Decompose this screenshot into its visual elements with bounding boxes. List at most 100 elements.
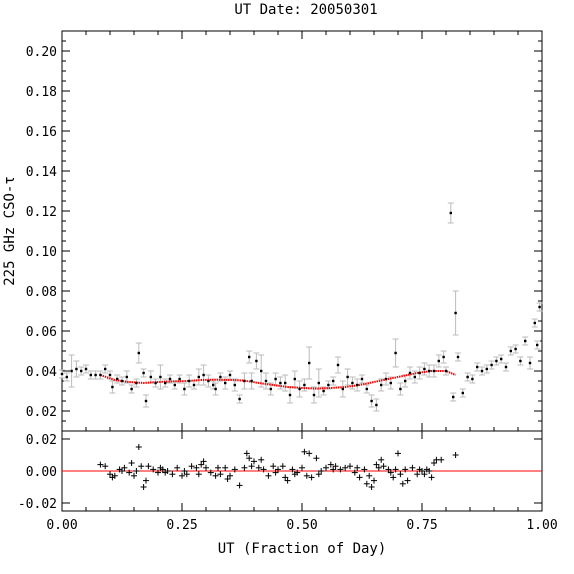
data-point bbox=[509, 349, 512, 353]
resid-y-tick-label: -0.02 bbox=[18, 497, 57, 512]
residual-points bbox=[62, 444, 542, 490]
residual-point bbox=[217, 471, 224, 478]
residual-point bbox=[395, 450, 401, 457]
data-point bbox=[380, 383, 383, 387]
data-point bbox=[449, 211, 452, 215]
residual-point bbox=[198, 461, 205, 468]
x-tick-label: 0.75 bbox=[406, 518, 437, 533]
y-tick-label: 0.14 bbox=[26, 165, 57, 180]
y-tick-label: 0.04 bbox=[26, 365, 57, 380]
residual-point bbox=[387, 469, 394, 476]
residual-point bbox=[203, 464, 209, 471]
data-point bbox=[248, 355, 251, 359]
data-point bbox=[260, 369, 263, 373]
data-point bbox=[519, 359, 522, 363]
data-point bbox=[444, 369, 448, 373]
x-axis: 0.00 0.25 0.50 0.75 1.00 bbox=[46, 31, 558, 533]
data-point bbox=[137, 351, 140, 355]
data-point bbox=[384, 377, 388, 381]
residual-point bbox=[366, 472, 373, 479]
data-point bbox=[65, 375, 68, 379]
residual-point bbox=[143, 477, 149, 484]
residual-point bbox=[426, 468, 433, 474]
data-point bbox=[135, 381, 138, 385]
data-point bbox=[250, 379, 253, 383]
residual-point bbox=[248, 463, 255, 470]
residual-point bbox=[347, 463, 353, 470]
fit-curve bbox=[100, 370, 456, 390]
residual-point bbox=[231, 466, 238, 473]
y-tick-label: 0.20 bbox=[26, 45, 57, 60]
data-point bbox=[120, 379, 124, 383]
residual-point bbox=[159, 466, 166, 473]
residual-point bbox=[251, 458, 257, 465]
y-tick-label: 0.18 bbox=[26, 85, 57, 100]
residual-point bbox=[236, 482, 243, 489]
data-point bbox=[212, 383, 215, 387]
residual-point bbox=[128, 460, 135, 466]
data-point bbox=[264, 379, 268, 383]
residual-point bbox=[212, 472, 219, 479]
residual-point bbox=[356, 474, 363, 481]
data-point bbox=[159, 375, 162, 379]
residual-point bbox=[438, 456, 445, 463]
residual-point bbox=[361, 466, 368, 473]
residual-point bbox=[289, 466, 296, 473]
residual-point bbox=[246, 455, 253, 462]
data-point bbox=[413, 375, 416, 379]
data-point bbox=[164, 381, 167, 385]
residual-point bbox=[119, 468, 125, 474]
x-tick-label: 0.25 bbox=[166, 518, 197, 533]
data-point bbox=[514, 347, 517, 351]
residual-point bbox=[294, 469, 301, 476]
y-tick-label: 0.02 bbox=[26, 405, 57, 420]
residual-point bbox=[428, 474, 435, 481]
y-axis-label: 225 GHz CSO-τ bbox=[2, 176, 18, 286]
residual-point bbox=[368, 484, 375, 490]
data-point bbox=[389, 381, 392, 385]
data-point bbox=[500, 357, 503, 361]
data-point bbox=[144, 399, 148, 403]
residual-point bbox=[327, 461, 334, 468]
residual-point bbox=[402, 466, 409, 473]
residual-point bbox=[385, 466, 392, 473]
x-tick-label: 0.00 bbox=[46, 518, 77, 533]
data-point bbox=[461, 391, 464, 395]
x-tick-label: 1.00 bbox=[526, 518, 557, 533]
data-point bbox=[351, 381, 354, 385]
residual-point bbox=[371, 477, 377, 484]
data-point bbox=[224, 381, 227, 385]
residual-point bbox=[102, 463, 109, 470]
residual-point bbox=[260, 466, 267, 473]
data-point bbox=[341, 387, 344, 391]
residual-point bbox=[222, 464, 229, 471]
data-point bbox=[293, 377, 296, 381]
resid-y-tick-label: 0.02 bbox=[26, 433, 57, 448]
data-point bbox=[154, 381, 157, 385]
data-point bbox=[75, 367, 78, 371]
residual-point bbox=[215, 464, 221, 471]
data-point bbox=[94, 373, 97, 377]
data-point bbox=[284, 381, 287, 385]
residual-point bbox=[351, 469, 358, 476]
y-tick-label: 0.10 bbox=[26, 245, 57, 260]
residual-point bbox=[131, 472, 137, 479]
residual-point bbox=[111, 472, 118, 479]
residual-point bbox=[164, 468, 171, 474]
error-bars bbox=[59, 202, 543, 412]
residual-point bbox=[404, 477, 411, 484]
data-point bbox=[437, 359, 440, 363]
data-point bbox=[70, 369, 73, 373]
data-point bbox=[456, 355, 460, 359]
residual-point bbox=[363, 480, 370, 487]
residual-point bbox=[421, 471, 428, 478]
data-point bbox=[228, 373, 232, 377]
data-point bbox=[495, 359, 498, 363]
residual-point bbox=[227, 472, 233, 479]
data-point bbox=[269, 387, 272, 391]
residual-point bbox=[272, 469, 279, 476]
residual-point bbox=[174, 464, 181, 471]
data-point bbox=[471, 377, 474, 381]
data-point bbox=[111, 385, 114, 389]
residual-point bbox=[330, 466, 337, 473]
